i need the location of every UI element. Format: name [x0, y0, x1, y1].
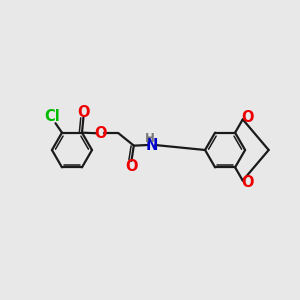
- Text: Cl: Cl: [44, 109, 59, 124]
- Text: O: O: [77, 104, 90, 119]
- Text: N: N: [145, 137, 158, 152]
- Text: H: H: [146, 132, 155, 145]
- Text: O: O: [242, 110, 254, 124]
- Text: O: O: [242, 176, 254, 190]
- Text: O: O: [94, 126, 106, 141]
- Text: O: O: [125, 159, 138, 174]
